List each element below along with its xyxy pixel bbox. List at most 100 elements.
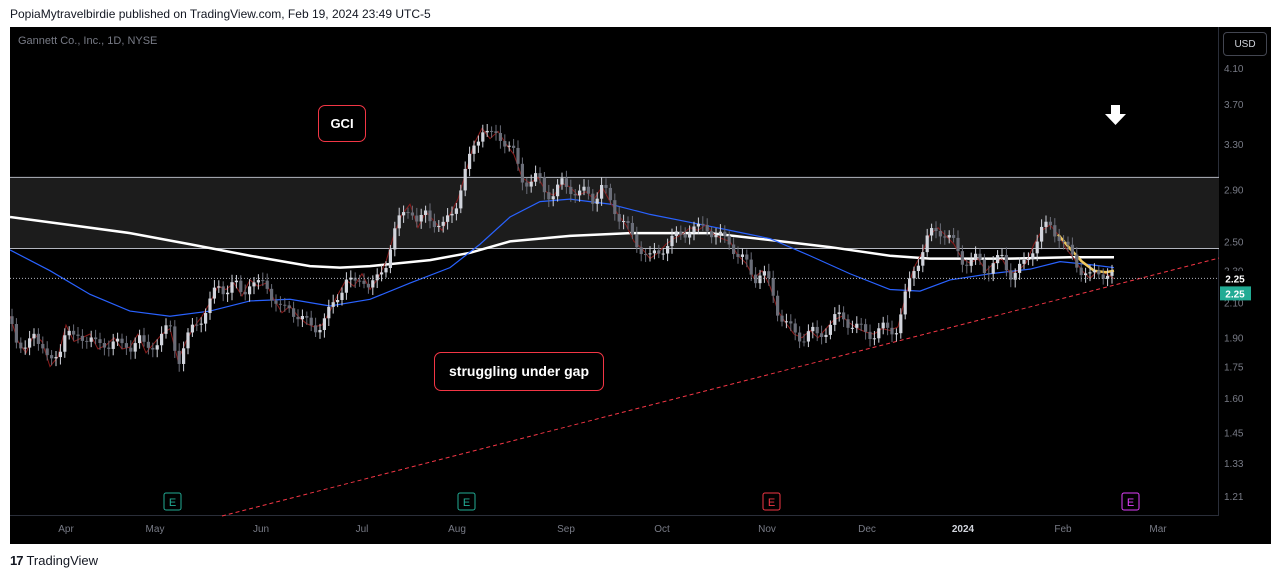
annotation-struggling[interactable]: struggling under gap [434, 352, 604, 391]
candle-body [736, 254, 740, 257]
candle-body [1110, 271, 1114, 276]
candle-body [908, 278, 912, 292]
candle-body [67, 330, 71, 336]
candle-body [94, 337, 98, 340]
candle-body [1062, 241, 1066, 243]
candle-body [468, 153, 472, 169]
candle-body [1026, 258, 1030, 260]
candle-body [415, 215, 419, 222]
candle-body [199, 323, 203, 325]
candle-body [58, 351, 62, 358]
candle-body [459, 190, 463, 209]
candle-body [802, 341, 806, 343]
candle-body [1018, 263, 1022, 273]
candle-body [98, 339, 102, 344]
candle-body [292, 308, 296, 317]
candle-body [639, 247, 643, 255]
candle-body [151, 347, 155, 350]
candle-body [1004, 254, 1008, 271]
candle-body [164, 325, 168, 334]
candle-body [652, 250, 656, 254]
candle-body [921, 252, 925, 266]
candle-body [1009, 270, 1013, 280]
candle-body [758, 275, 762, 284]
x-tick-label: Mar [1149, 524, 1167, 535]
candle-body [564, 178, 568, 187]
candle-body [41, 343, 45, 349]
y-tick-label: 3.70 [1224, 100, 1244, 111]
candle-body [833, 314, 837, 325]
x-tick-label: Oct [654, 524, 670, 535]
candle-body [419, 214, 423, 222]
candle-body [969, 259, 973, 266]
ma-white-line [10, 215, 1114, 269]
chart-frame[interactable]: 4.103.703.302.902.502.302.101.901.751.60… [10, 27, 1271, 544]
candle-body [256, 280, 260, 283]
candle-body [551, 196, 555, 200]
y-tick-label: 1.21 [1224, 492, 1244, 503]
candle-body [366, 283, 370, 288]
candle-body [503, 140, 507, 147]
candle-body [674, 231, 678, 236]
x-tick-label: Dec [858, 524, 876, 535]
candle-body [538, 173, 542, 178]
candle-body [982, 259, 986, 274]
candle-body [762, 271, 766, 276]
candle-body [173, 326, 177, 351]
candle-body [696, 223, 700, 227]
candle-body [314, 325, 318, 333]
x-tick-label: 2024 [952, 524, 975, 535]
candle-body [116, 338, 120, 342]
last-price-value: 2.25 [1225, 274, 1245, 285]
candle-body [996, 255, 1000, 264]
y-tick-label: 3.30 [1224, 140, 1244, 151]
down-arrow-icon [1105, 105, 1126, 125]
candle-body [1035, 241, 1039, 254]
candle-body [331, 302, 335, 307]
candle-body [309, 317, 313, 326]
earnings-marker [762, 492, 781, 511]
candle-body [1053, 225, 1057, 237]
x-tick-label: Feb [1054, 524, 1072, 535]
candle-body [749, 259, 753, 275]
candle-body [402, 212, 406, 216]
candle-body [107, 347, 111, 349]
candle-body [542, 177, 546, 193]
candle-body [1000, 254, 1004, 256]
candle-body [124, 343, 128, 348]
annotation-gci[interactable]: GCI [318, 105, 366, 142]
candle-body [582, 186, 586, 191]
candle-body [300, 316, 304, 320]
candle-body [960, 251, 964, 265]
candle-body [916, 265, 920, 272]
plot-area[interactable] [10, 27, 1219, 516]
candle-body [872, 338, 876, 340]
candle-body [692, 226, 696, 233]
y-tick-label: 1.60 [1224, 394, 1244, 405]
currency-button[interactable]: USD [1223, 32, 1267, 56]
x-tick-label: Jul [356, 524, 369, 535]
candle-body [705, 225, 709, 232]
candle-body [815, 326, 819, 334]
earnings-marker [457, 492, 476, 511]
candle-body [710, 231, 714, 238]
candle-body [1066, 241, 1070, 245]
candle-body [155, 345, 159, 350]
candle-body [894, 333, 898, 335]
candle-body [520, 163, 524, 183]
tradingview-brand[interactable]: 17 TradingView [10, 553, 98, 568]
candle-body [912, 271, 916, 279]
candle-body [820, 333, 824, 337]
price-chart[interactable]: 4.103.703.302.902.502.302.101.901.751.60… [10, 27, 1271, 544]
candle-body [76, 334, 80, 336]
candle-body [362, 280, 366, 284]
candle-body [525, 182, 529, 187]
candle-body [1088, 272, 1092, 274]
candle-body [265, 280, 269, 289]
y-tick-label: 4.10 [1224, 64, 1244, 75]
earnings-marker-label: E [463, 497, 470, 509]
candle-body [410, 212, 414, 216]
candle-body [36, 333, 40, 344]
candle-body [934, 228, 938, 231]
